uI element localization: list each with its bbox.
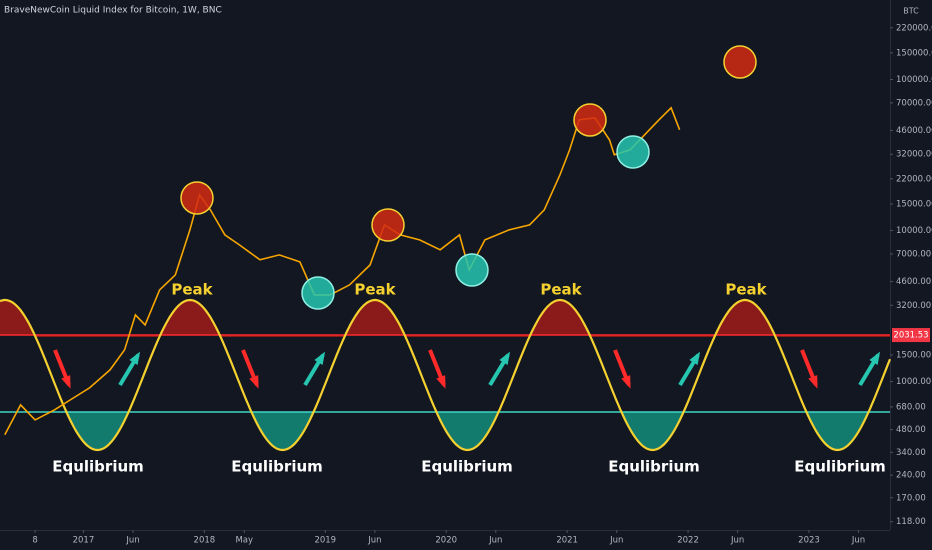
arrow-head <box>436 375 446 389</box>
arrow-head <box>129 351 141 365</box>
arrow-head <box>869 351 881 365</box>
equilibrium-label: Equlibrium <box>421 458 513 476</box>
y-tick-label: 10000.00 <box>896 226 932 236</box>
highlight-circle <box>723 45 757 79</box>
highlight-circle <box>371 208 405 242</box>
peak-label: Peak <box>354 281 396 299</box>
arrow-head <box>499 351 511 365</box>
y-tick-label: 340.00 <box>896 448 926 458</box>
y-tick-label: 220000.00 <box>896 23 932 33</box>
highlight-circle <box>616 135 650 169</box>
arrow-head <box>808 375 818 389</box>
x-tick-label: Jun <box>488 536 502 546</box>
x-tick-label: 2022 <box>677 536 699 546</box>
arrow-head <box>61 375 71 389</box>
x-tick-label: 2019 <box>314 536 336 546</box>
arrow-head <box>249 375 259 389</box>
y-tick-label: 1000.00 <box>896 377 931 387</box>
chart-title: BraveNewCoin Liquid Index for Bitcoin, 1… <box>4 6 222 16</box>
y-tick-label: 170.00 <box>896 493 926 503</box>
peak-label: Peak <box>725 281 767 299</box>
y-tick-label: 7000.00 <box>896 249 931 259</box>
x-tick-label: 2023 <box>798 536 820 546</box>
y-tick-label: 1500.00 <box>896 350 931 360</box>
arrow-head <box>689 351 701 365</box>
equilibrium-label: Equlibrium <box>794 458 886 476</box>
peak-label: Peak <box>540 281 582 299</box>
y-tick-label: 680.00 <box>896 402 926 412</box>
x-tick-label: Jun <box>367 536 381 546</box>
y-tick-label: 3200.00 <box>896 301 931 311</box>
x-tick-label: Jun <box>851 536 865 546</box>
y-tick-label: 118.00 <box>896 517 926 527</box>
x-tick-label: Jun <box>125 536 139 546</box>
highlight-circle <box>573 103 607 137</box>
peak-label: Peak <box>171 281 213 299</box>
x-tick-label: 2018 <box>194 536 216 546</box>
x-tick-label: 2021 <box>556 536 578 546</box>
y-tick-label: 15000.00 <box>896 199 932 209</box>
y-tick-label: 46000.00 <box>896 126 932 136</box>
price-label: 2031.53 <box>893 331 928 341</box>
highlight-circle <box>301 276 335 310</box>
y-tick-label: 4600.00 <box>896 277 931 287</box>
price-label-box <box>892 328 930 343</box>
y-tick-label: 480.00 <box>896 425 926 435</box>
equilibrium-label: Equlibrium <box>231 458 323 476</box>
y-tick-label: 240.00 <box>896 471 926 481</box>
x-tick-label: May <box>235 536 253 546</box>
y-tick-label: 32000.00 <box>896 150 932 160</box>
equilibrium-label: Equlibrium <box>52 458 144 476</box>
cycle-wave <box>0 298 892 452</box>
x-tick-label: 2020 <box>435 536 457 546</box>
highlight-circle <box>455 253 489 287</box>
arrow-head <box>621 375 631 389</box>
equilibrium-zone <box>0 412 890 450</box>
y-tick-label: 22000.00 <box>896 174 932 184</box>
y-axis-label: BTC <box>903 7 919 16</box>
x-tick-label: Jun <box>609 536 623 546</box>
y-tick-label: 70000.00 <box>896 98 932 108</box>
arrow-head <box>314 351 326 365</box>
y-tick-label: 150000.00 <box>896 48 932 58</box>
equilibrium-label: Equlibrium <box>608 458 700 476</box>
peak-zone <box>0 300 890 337</box>
y-tick-label: 100000.00 <box>896 75 932 85</box>
x-tick-label: 2017 <box>73 536 95 546</box>
highlight-circle <box>180 181 214 215</box>
x-tick-label: Jun <box>730 536 744 546</box>
x-tick-label: 8 <box>32 536 37 546</box>
